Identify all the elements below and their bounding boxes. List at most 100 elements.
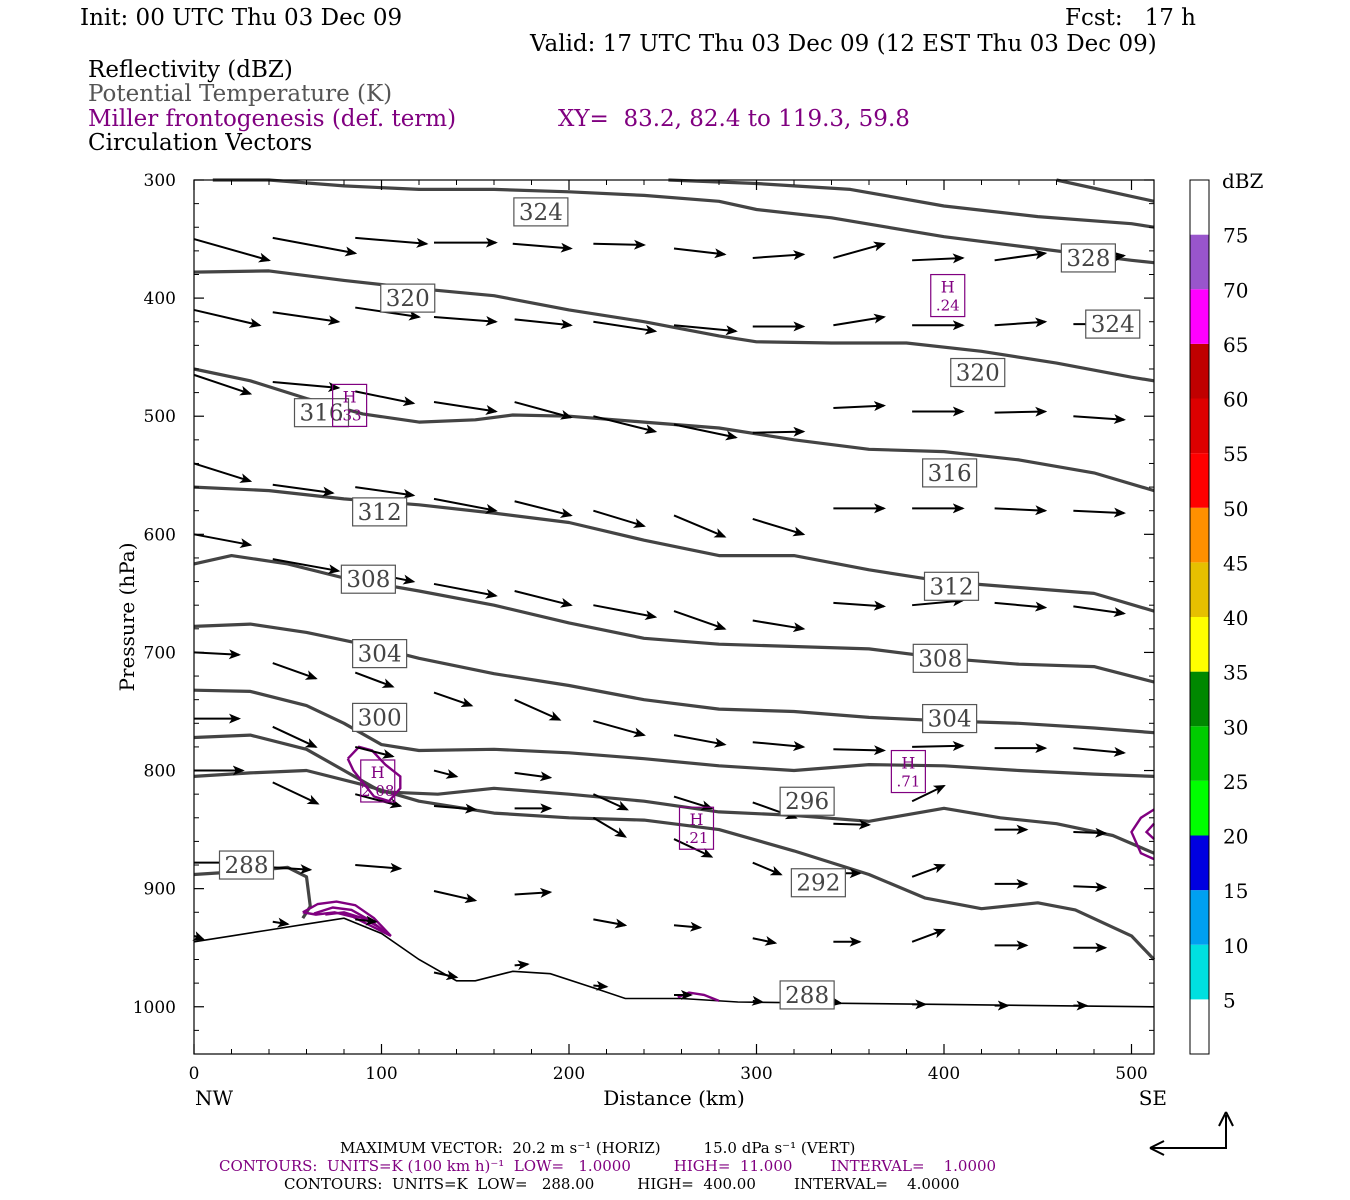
theta-label-12: 304 <box>922 703 978 734</box>
vector-7 <box>752 250 806 261</box>
vector-87 <box>433 803 478 814</box>
terrain-line <box>193 917 1155 1008</box>
valid-time: Valid: 17 UTC Thu 03 Dec 09 (12 EST Thu … <box>530 31 1157 57</box>
colorbar-label-1: 10 <box>1223 934 1248 958</box>
vector-97 <box>272 864 313 875</box>
theta-label-13: 300 <box>352 702 408 732</box>
vector-58 <box>994 601 1048 612</box>
theta-label-16: 288 <box>218 850 275 880</box>
vector-62 <box>354 671 395 688</box>
colorbar-label-6: 35 <box>1223 661 1248 685</box>
field-reflectivity: Reflectivity (dBZ) <box>88 57 293 83</box>
colorbar-swatch-8 <box>1190 562 1209 617</box>
init-time: Init: 00 UTC Thu 03 Dec 09 <box>80 5 403 31</box>
field-frontogenesis: Miller frontogenesis (def. term) <box>88 106 457 132</box>
theta-label-2: 320 <box>380 283 436 313</box>
colorbar-swatch-7 <box>1190 617 1209 672</box>
theta-label-10: 304 <box>352 639 408 669</box>
cross-section-xy: XY= 83.2, 82.4 to 119.3, 59.8 <box>558 106 910 132</box>
x-end-left: NW <box>195 1086 234 1110</box>
vector-83 <box>1073 827 1108 838</box>
vector-46 <box>994 505 1048 516</box>
x-end-right: SE <box>1139 1086 1167 1110</box>
theta-contours <box>193 178 1156 961</box>
vector-54 <box>673 610 727 631</box>
vector-71 <box>1073 746 1126 757</box>
reference-vector-icon <box>1149 1111 1234 1156</box>
theta-label-7: 312 <box>352 497 408 527</box>
vector-67 <box>752 741 806 751</box>
vector-25 <box>272 380 341 392</box>
vector-37 <box>272 483 335 497</box>
theta-label-1: 328 <box>1060 243 1116 273</box>
forecast-hour: Fcst: 17 h <box>1065 5 1196 31</box>
svg-text:300: 300 <box>358 705 402 731</box>
svg-text:316: 316 <box>928 461 972 487</box>
vector-74 <box>355 745 395 759</box>
vector-111 <box>433 970 459 981</box>
vector-99 <box>433 890 478 904</box>
y-tick-label-2: 500 <box>144 407 176 427</box>
colorbar-swatch-13 <box>1190 289 1209 344</box>
vector-40 <box>514 500 573 518</box>
vector-16 <box>514 318 573 330</box>
vector-98 <box>355 862 403 873</box>
x-tick-label-0: 0 <box>189 1064 200 1084</box>
svg-text:328: 328 <box>1066 246 1110 272</box>
colorbar-swatch-0 <box>1190 999 1209 1054</box>
svg-text:.24: .24 <box>936 297 960 315</box>
fronto-high-3: H.71 <box>890 749 926 794</box>
colorbar-swatch-15 <box>1190 180 1209 235</box>
vector-110 <box>355 915 378 926</box>
vector-103 <box>752 936 778 946</box>
theta-contour-9 <box>193 733 1155 855</box>
vector-80 <box>833 819 871 830</box>
colorbar-swatch-3 <box>1190 835 1209 891</box>
vector-26 <box>355 390 416 407</box>
circulation-vectors <box>192 236 1126 1011</box>
vector-100 <box>514 887 553 898</box>
vector-5 <box>593 239 646 250</box>
theta-label-0: 324 <box>513 197 569 227</box>
vector-0 <box>193 238 271 263</box>
theta-contour-note: CONTOURS: UNITS=K LOW= 288.00 HIGH= 400.… <box>284 1175 960 1193</box>
svg-text:H: H <box>690 810 704 829</box>
svg-text:312: 312 <box>930 574 974 600</box>
vector-42 <box>673 514 727 538</box>
vector-75 <box>433 769 459 779</box>
svg-text:H: H <box>941 278 955 297</box>
field-circulation-vectors: Circulation Vectors <box>88 130 313 156</box>
vector-59 <box>1073 605 1126 618</box>
theta-contour-3 <box>1056 178 1155 203</box>
colorbar-swatch-10 <box>1190 453 1209 508</box>
vector-24 <box>193 373 253 396</box>
vector-77 <box>592 793 629 811</box>
vector-64 <box>514 698 562 721</box>
theta-contour-6 <box>193 553 1155 684</box>
svg-text:H: H <box>343 387 357 406</box>
colorbar-label-4: 25 <box>1223 770 1248 794</box>
y-tick-label-5: 800 <box>144 762 176 782</box>
vector-95 <box>1073 882 1108 893</box>
colorbar-label-11: 60 <box>1223 388 1248 412</box>
colorbar-swatch-1 <box>1190 944 1209 1000</box>
theta-label-17: 288 <box>779 980 835 1010</box>
colorbar-label-12: 65 <box>1223 333 1248 357</box>
fronto-high-4: H.21 <box>678 806 715 850</box>
vector-115 <box>751 995 765 1006</box>
colorbar-label-2: 15 <box>1223 879 1248 903</box>
vector-47 <box>1073 507 1126 518</box>
plot-frame <box>193 179 1155 1055</box>
theta-label-5: 316 <box>293 398 350 428</box>
vector-78 <box>673 795 714 811</box>
vector-102 <box>673 921 703 932</box>
vector-39 <box>433 497 498 514</box>
vector-81 <box>911 784 946 803</box>
theta-label-4: 320 <box>950 357 1006 388</box>
colorbar-label-9: 50 <box>1223 497 1248 521</box>
vector-35 <box>1073 414 1126 425</box>
axes: 0 100 200 300 400 500 300 400 500 600 700 800 900 100… <box>133 171 1154 1084</box>
svg-text:312: 312 <box>358 500 402 526</box>
